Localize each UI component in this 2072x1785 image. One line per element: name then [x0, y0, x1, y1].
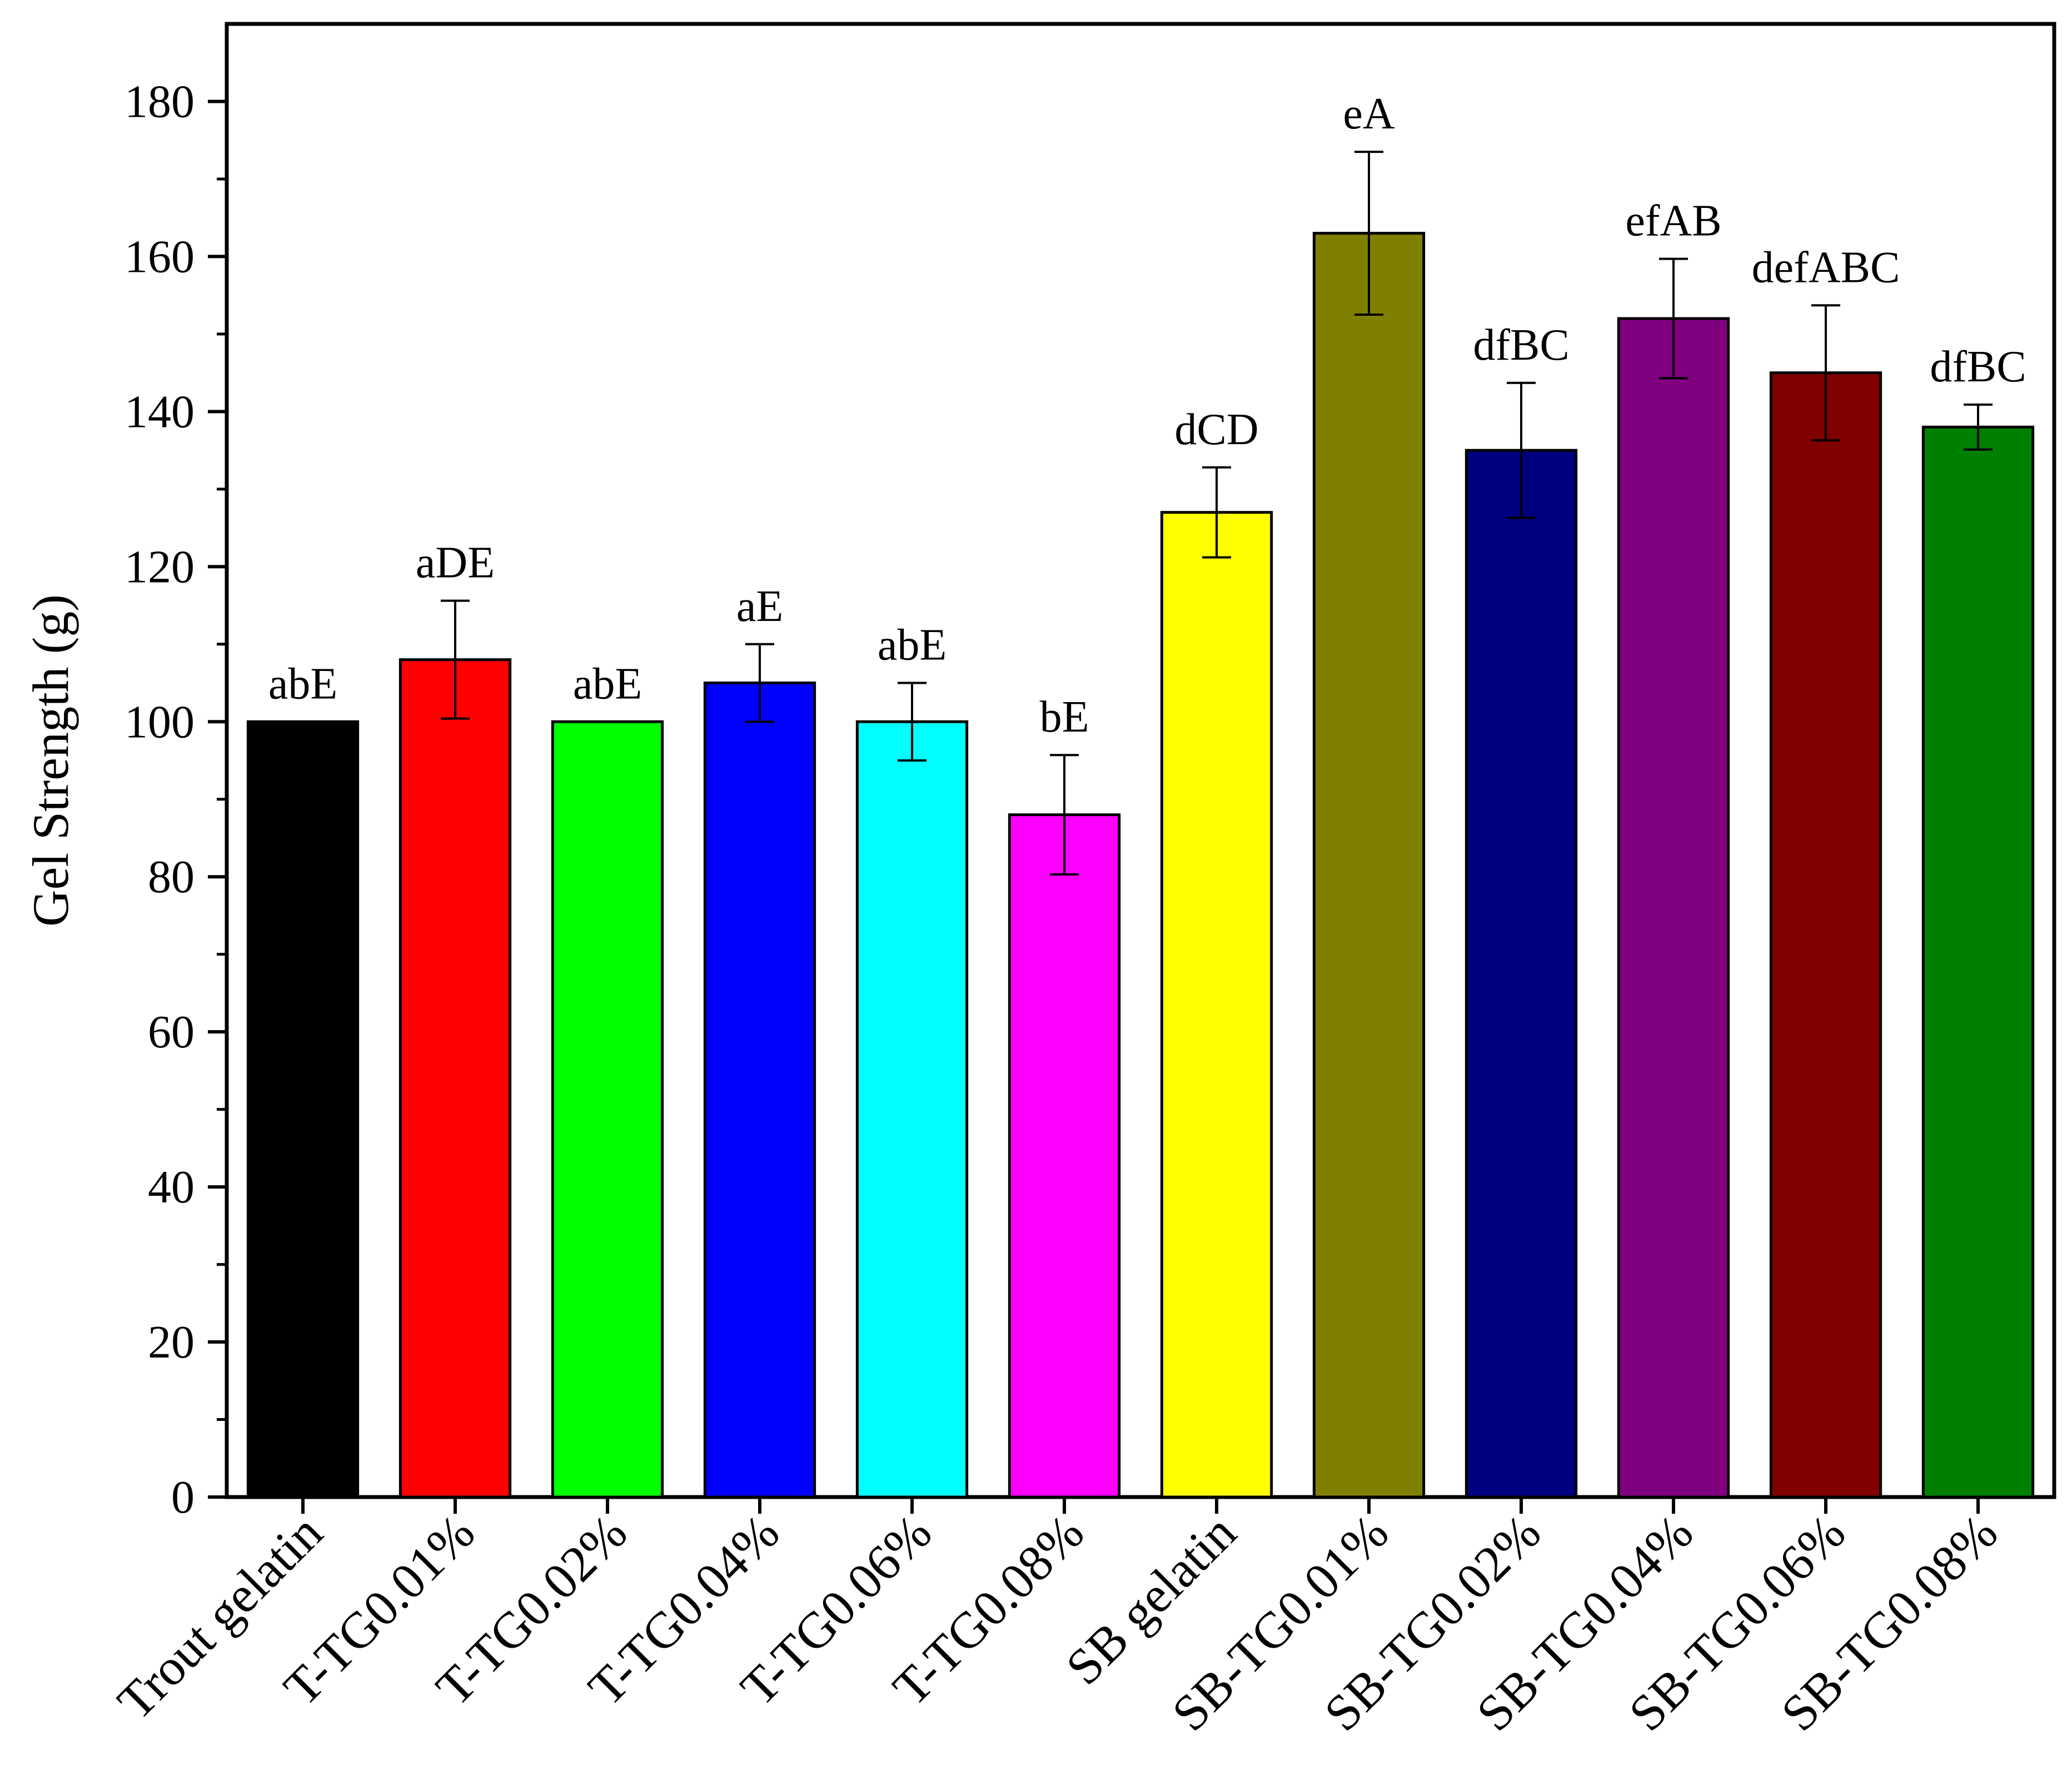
bars: abE aDE abE aE abE bE dCD eA dfBC efAB defABC dfBC [246, 90, 2035, 1499]
bar [399, 658, 512, 1499]
bar-data-label: dfBC [1473, 321, 1569, 370]
bar [703, 682, 816, 1499]
y-tick-label: 20 [148, 1316, 195, 1368]
bar-data-label: aDE [416, 539, 495, 588]
bar [855, 720, 969, 1499]
bar [1921, 425, 2035, 1499]
bar-data-label: abE [268, 659, 337, 708]
bar-data-label: dCD [1174, 405, 1258, 454]
bar-data-label: dfBC [1930, 342, 2026, 391]
bar [1008, 813, 1121, 1499]
bar [1617, 317, 1730, 1499]
y-tick-label: 120 [124, 541, 195, 593]
bar [1465, 449, 1578, 1499]
bar-data-label: bE [1040, 693, 1089, 742]
bar [1769, 371, 1882, 1499]
bar-data-label: abE [878, 621, 947, 670]
bar [246, 720, 360, 1499]
bar [551, 720, 664, 1499]
y-tick-label: 180 [124, 76, 195, 127]
y-tick-label: 80 [148, 851, 195, 903]
bar-data-label: efAB [1625, 197, 1721, 246]
y-tick-label: 140 [124, 386, 195, 437]
bar-data-label: defABC [1752, 243, 1900, 292]
y-axis: 0 20 40 60 80 100 120 140 160 180 [124, 76, 227, 1523]
bar [1160, 511, 1273, 1499]
y-tick-label: 40 [148, 1161, 195, 1213]
y-tick-label: 0 [171, 1471, 195, 1523]
bar [1312, 232, 1426, 1499]
y-tick-label: 60 [148, 1006, 195, 1058]
y-axis-title: Gel Strength (g) [22, 594, 79, 927]
y-tick-label: 100 [124, 696, 195, 748]
bar-data-label: eA [1343, 90, 1395, 138]
bar-data-label: abE [573, 659, 642, 708]
bar-data-label: aE [736, 582, 783, 631]
x-axis: Trout gelatinT-TG0.01%T-TG0.02%T-TG0.04%… [106, 1497, 2008, 1742]
y-tick-label: 160 [124, 231, 195, 282]
plot-area [225, 22, 2056, 1499]
